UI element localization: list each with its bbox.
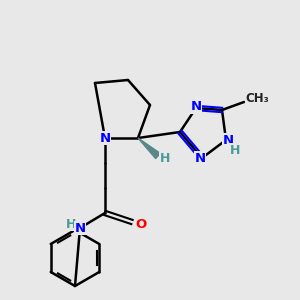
Text: N: N — [194, 152, 206, 164]
Text: H: H — [66, 218, 76, 230]
Text: N: N — [99, 131, 111, 145]
Polygon shape — [138, 138, 160, 159]
Text: N: N — [74, 221, 86, 235]
Text: N: N — [222, 134, 234, 146]
Text: CH₃: CH₃ — [245, 92, 269, 106]
Text: H: H — [230, 143, 240, 157]
Text: O: O — [135, 218, 147, 232]
Text: N: N — [190, 100, 202, 113]
Text: H: H — [160, 152, 170, 164]
